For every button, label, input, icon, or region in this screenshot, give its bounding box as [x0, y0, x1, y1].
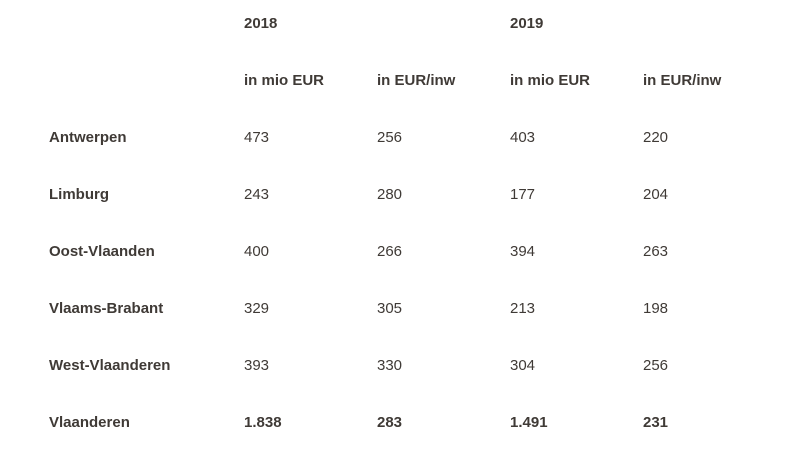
- sub-header-2019-eur-inw: in EUR/inw: [643, 72, 722, 89]
- year-header-row: 2018 2019: [0, 12, 810, 36]
- total-cell: 1.838: [244, 414, 282, 431]
- table-row: Oost-Vlaanden 400 266 394 263: [0, 240, 810, 264]
- region-label: Vlaams-Brabant: [49, 300, 164, 317]
- table-cell: 329: [244, 300, 270, 317]
- sub-header-2019-mio-eur: in mio EUR: [510, 72, 591, 89]
- total-region-label: Vlaanderen: [49, 414, 130, 431]
- total-cell: 1.491: [510, 414, 548, 431]
- table-row: West-Vlaanderen 393 330 304 256: [0, 354, 810, 378]
- total-row: Vlaanderen 1.838 283 1.491 231: [0, 411, 810, 435]
- total-cell: 231: [643, 414, 669, 431]
- sub-header-row: in mio EUR in EUR/inw in mio EUR in EUR/…: [0, 69, 810, 93]
- table-cell: 330: [377, 357, 403, 374]
- table-row: Antwerpen 473 256 403 220: [0, 126, 810, 150]
- year-header-2018: 2018: [244, 15, 278, 32]
- table-cell: 403: [510, 129, 536, 146]
- table-cell: 220: [643, 129, 669, 146]
- table-cell: 280: [377, 186, 403, 203]
- total-cell: 283: [377, 414, 403, 431]
- table-cell: 305: [377, 300, 403, 317]
- table-cell: 243: [244, 186, 270, 203]
- region-label: Limburg: [49, 186, 109, 203]
- table-row: Limburg 243 280 177 204: [0, 183, 810, 207]
- table-cell: 256: [377, 129, 403, 146]
- sub-header-2018-eur-inw: in EUR/inw: [377, 72, 456, 89]
- table-cell: 394: [510, 243, 536, 260]
- table-cell: 198: [643, 300, 669, 317]
- table-row: Vlaams-Brabant 329 305 213 198: [0, 297, 810, 321]
- table-cell: 473: [244, 129, 270, 146]
- region-label: Antwerpen: [49, 129, 127, 146]
- table-cell: 256: [643, 357, 669, 374]
- year-header-2019: 2019: [510, 15, 544, 32]
- table-cell: 177: [510, 186, 536, 203]
- table-cell: 400: [244, 243, 270, 260]
- table-cell: 304: [510, 357, 536, 374]
- region-label: Oost-Vlaanden: [49, 243, 155, 260]
- table-cell: 393: [244, 357, 270, 374]
- region-label: West-Vlaanderen: [49, 357, 171, 374]
- table-cell: 263: [643, 243, 669, 260]
- sub-header-2018-mio-eur: in mio EUR: [244, 72, 325, 89]
- table-cell: 213: [510, 300, 536, 317]
- table-cell: 204: [643, 186, 669, 203]
- table-cell: 266: [377, 243, 403, 260]
